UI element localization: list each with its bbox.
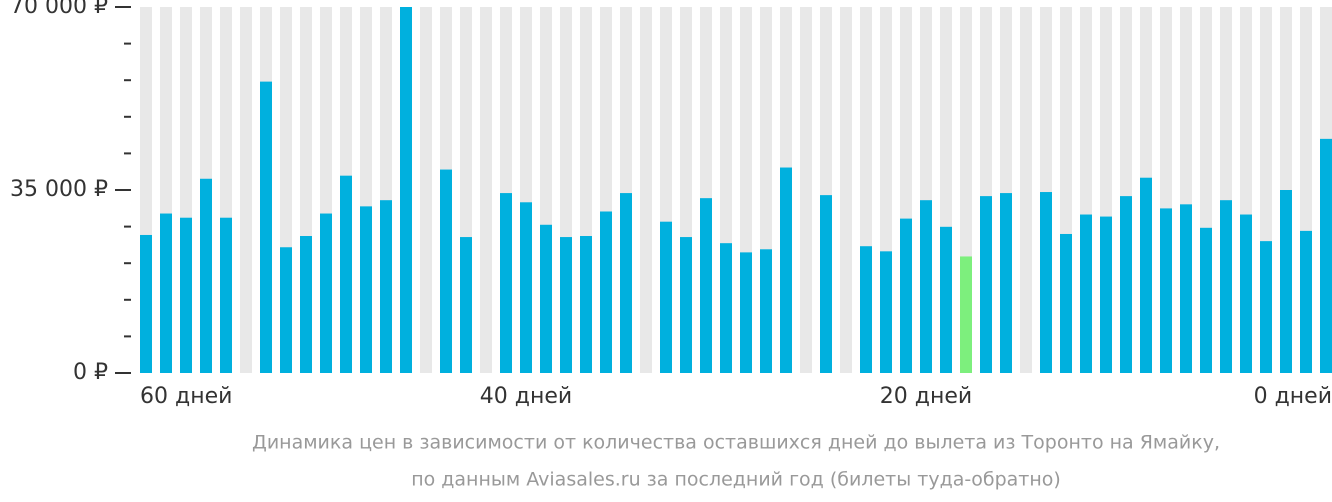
bar [560,237,572,373]
bar [220,217,232,373]
y-tick-label: 70 000 ₽ [10,0,108,19]
bar [520,202,532,373]
bar [1060,233,1072,373]
bar [700,198,712,373]
bar [280,247,292,373]
bar [140,234,152,373]
bar [880,251,892,373]
bar [1200,227,1212,373]
bar [680,237,692,373]
bar-background [420,7,432,373]
bar [460,237,472,373]
bar [320,213,332,373]
bar [660,221,672,373]
bar-background [240,7,252,373]
bar [440,169,452,373]
bar [1320,138,1332,373]
bar [1240,214,1252,373]
bar [740,252,752,373]
bar [960,256,972,373]
bar [1220,200,1232,373]
bar [1280,190,1292,373]
bar [160,213,172,373]
bar [920,200,932,373]
bar [980,196,992,373]
bar [1040,192,1052,373]
bar [600,211,612,373]
bar [860,246,872,373]
bar-background [1020,7,1032,373]
bar [820,195,832,373]
bar [1180,204,1192,373]
bar [1300,230,1312,373]
bar [900,218,912,373]
bar [760,249,772,373]
bar [580,236,592,373]
y-tick-label: 35 000 ₽ [10,177,108,202]
bar [400,7,412,373]
bar [1160,208,1172,373]
bar [500,193,512,373]
bar [1000,193,1012,373]
bar-background [800,7,812,373]
x-tick-label: 40 дней [480,384,572,409]
bar-background [640,7,652,373]
caption: Динамика цен в зависимости от количества… [252,432,1220,454]
bar [540,224,552,373]
x-tick-label: 60 дней [140,384,232,409]
x-tick-label: 20 дней [880,384,972,409]
bar [1140,177,1152,373]
bar [380,200,392,373]
caption: по данным Aviasales.ru за последний год … [411,469,1061,491]
bar [720,243,732,373]
bar [1080,214,1092,373]
bar [620,193,632,373]
x-tick-label: 0 дней [1254,384,1332,409]
bar-background [840,7,852,373]
y-tick-label: 0 ₽ [73,360,108,385]
bar [360,206,372,373]
bar [340,175,352,373]
bar [180,217,192,373]
bar [200,178,212,373]
bar [1120,196,1132,373]
bar [780,167,792,373]
bar [300,236,312,373]
bar [1260,241,1272,373]
bar-background [480,7,492,373]
bar [260,81,272,373]
bar [1100,216,1112,373]
bar [940,226,952,373]
